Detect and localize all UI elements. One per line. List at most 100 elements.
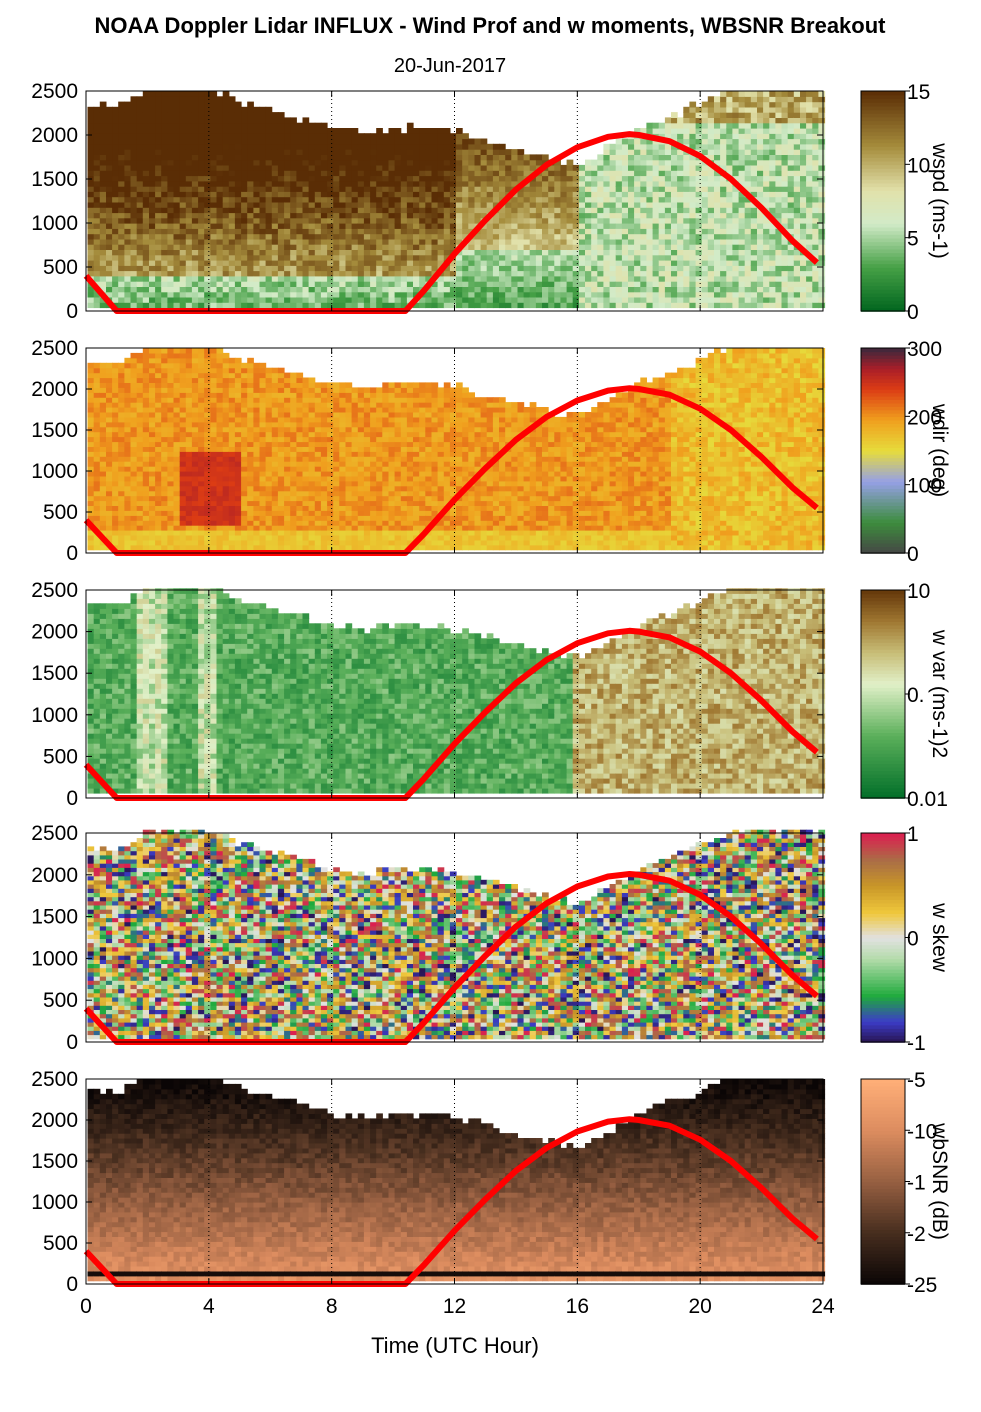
heatmap-cell — [708, 260, 715, 266]
heatmap-cell — [432, 139, 439, 145]
heatmap-cell — [131, 260, 138, 266]
heatmap-cell — [241, 212, 248, 218]
heatmap-cell — [395, 255, 402, 261]
heatmap-cell — [167, 249, 174, 255]
heatmap-cell — [88, 432, 95, 438]
heatmap-cell — [198, 186, 205, 192]
heatmap-cell — [505, 302, 512, 308]
heatmap-cell — [124, 520, 131, 526]
heatmap-cell — [180, 297, 187, 303]
heatmap-cell — [456, 154, 463, 160]
panel-1: 05001000150020002500051015wspd (ms-1) — [31, 80, 951, 324]
heatmap-cell — [112, 202, 119, 208]
heatmap-cell — [352, 286, 359, 292]
heatmap-cell — [137, 545, 144, 551]
heatmap-cell — [198, 239, 205, 245]
heatmap-cell — [131, 128, 138, 134]
heatmap-cell — [499, 149, 506, 155]
heatmap-cell — [346, 218, 353, 224]
heatmap-cell — [180, 281, 187, 287]
heatmap-cell — [94, 123, 101, 129]
heatmap-cell — [560, 297, 567, 303]
heatmap-cell — [708, 107, 715, 113]
heatmap-cell — [806, 139, 813, 145]
heatmap-cell — [769, 239, 776, 245]
heatmap-cell — [167, 133, 174, 139]
heatmap-cell — [229, 191, 236, 197]
heatmap-cell — [186, 244, 193, 250]
heatmap-cell — [223, 181, 230, 187]
heatmap-cell — [800, 154, 807, 160]
heatmap-cell — [689, 170, 696, 176]
heatmap-cell — [352, 181, 359, 187]
heatmap-cell — [438, 297, 445, 303]
heatmap-cell — [100, 197, 107, 203]
heatmap-cell — [475, 207, 482, 213]
heatmap-cell — [739, 281, 746, 287]
heatmap-cell — [112, 466, 119, 472]
heatmap-cell — [149, 165, 156, 171]
heatmap-cell — [757, 292, 764, 298]
heatmap-cell — [94, 368, 101, 374]
heatmap-cell — [720, 91, 727, 97]
heatmap-cell — [425, 202, 432, 208]
heatmap-cell — [339, 228, 346, 234]
heatmap-cell — [818, 91, 825, 97]
heatmap-cell — [438, 133, 445, 139]
heatmap-cell — [567, 260, 574, 266]
heatmap-cell — [726, 244, 733, 250]
heatmap-cell — [296, 176, 303, 182]
heatmap-cell — [106, 228, 113, 234]
heatmap-cell — [112, 412, 119, 418]
heatmap-cell — [149, 297, 156, 303]
heatmap-cell — [229, 218, 236, 224]
heatmap-cell — [456, 149, 463, 155]
heatmap-cell — [241, 255, 248, 261]
heatmap-cell — [683, 302, 690, 308]
heatmap-cell — [573, 207, 580, 213]
heatmap-cell — [769, 154, 776, 160]
heatmap-cell — [155, 165, 162, 171]
heatmap-cell — [217, 112, 224, 118]
heatmap-cell — [499, 249, 506, 255]
heatmap-cell — [401, 260, 408, 266]
heatmap-cell — [493, 286, 500, 292]
heatmap-cell — [217, 154, 224, 160]
heatmap-cell — [131, 281, 138, 287]
heatmap-cell — [131, 160, 138, 166]
heatmap-cell — [315, 265, 322, 271]
heatmap-cell — [677, 191, 684, 197]
heatmap-cell — [198, 139, 205, 145]
heatmap-cell — [143, 442, 150, 448]
heatmap-cell — [812, 292, 819, 298]
heatmap-cell — [284, 154, 291, 160]
heatmap-cell — [419, 276, 426, 282]
heatmap-cell — [278, 292, 285, 298]
heatmap-cell — [210, 207, 217, 213]
heatmap-cell — [634, 223, 641, 229]
heatmap-cell — [610, 154, 617, 160]
heatmap-cell — [241, 176, 248, 182]
heatmap-cell — [352, 244, 359, 250]
heatmap-cell — [806, 133, 813, 139]
heatmap-cell — [358, 202, 365, 208]
heatmap-cell — [143, 451, 150, 457]
heatmap-cell — [247, 202, 254, 208]
heatmap-cell — [475, 255, 482, 261]
heatmap-cell — [296, 191, 303, 197]
heatmap-cell — [210, 228, 217, 234]
heatmap-cell — [788, 276, 795, 282]
heatmap-cell — [192, 176, 199, 182]
heatmap-cell — [88, 176, 95, 182]
heatmap-cell — [407, 160, 414, 166]
heatmap-cell — [333, 239, 340, 245]
heatmap-cell — [290, 160, 297, 166]
heatmap-cell — [124, 176, 131, 182]
heatmap-cell — [149, 368, 156, 374]
heatmap-cell — [131, 302, 138, 308]
heatmap-cell — [732, 302, 739, 308]
heatmap-cell — [616, 160, 623, 166]
heatmap-cell — [278, 117, 285, 123]
heatmap-cell — [346, 176, 353, 182]
heatmap-cell — [358, 207, 365, 213]
